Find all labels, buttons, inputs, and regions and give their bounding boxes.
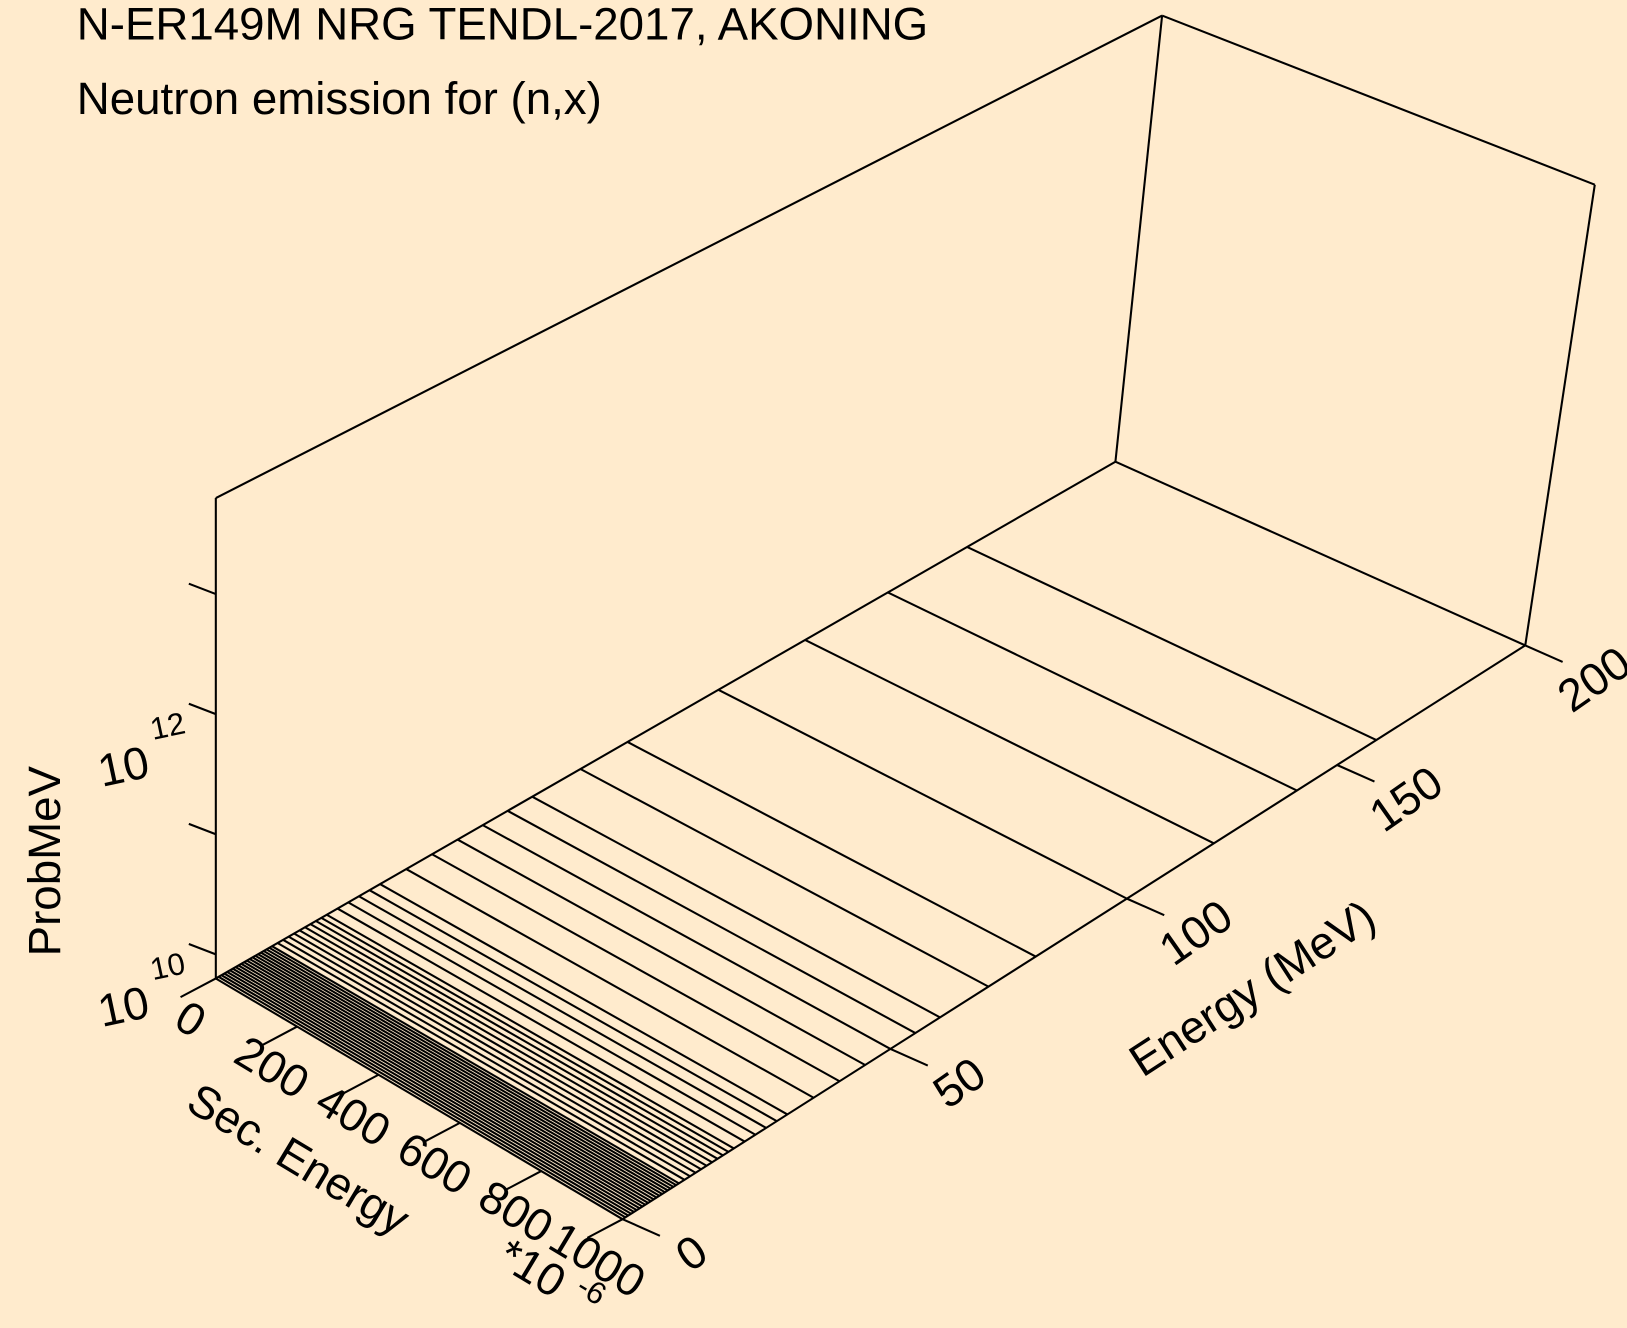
spectrum-line	[257, 953, 666, 1194]
spectrum-line	[531, 795, 941, 1019]
box-edge	[1524, 184, 1596, 646]
z-tick-exponent: 10	[147, 946, 188, 987]
spectrum-line	[717, 688, 1128, 900]
box-edge	[215, 460, 1116, 980]
spectrum-line	[271, 945, 680, 1185]
spectrum-line	[405, 868, 815, 1099]
y-tick	[1524, 644, 1564, 663]
spectrum-line	[309, 923, 719, 1160]
y-tick	[622, 1218, 661, 1237]
spectrum-line	[268, 946, 677, 1187]
spectrum-line	[265, 948, 674, 1188]
spectrum-line	[579, 768, 989, 988]
x-tick	[261, 1025, 298, 1047]
spectrum-line	[358, 895, 767, 1129]
spectrum-line	[282, 938, 691, 1178]
spectrum-line	[246, 959, 655, 1201]
spectrum-line	[320, 916, 729, 1153]
spectrum-line	[457, 838, 866, 1066]
x-tick	[586, 1218, 624, 1239]
spectrum-line	[251, 956, 660, 1197]
spectrum-line	[223, 972, 632, 1215]
box-edge	[1161, 14, 1596, 186]
spectrum-line	[304, 926, 713, 1164]
spectrum-line	[379, 883, 788, 1116]
z-tick-label: 10	[93, 977, 153, 1037]
z-tick	[188, 822, 217, 836]
spectrum-line	[229, 969, 638, 1212]
x-axis-line	[215, 977, 624, 1221]
spectrum-line	[288, 935, 697, 1174]
spectrum-line	[887, 591, 1298, 792]
spectrum-line	[507, 809, 916, 1034]
spectrum-line	[226, 971, 635, 1213]
spectrum-line	[254, 954, 663, 1195]
z-tick-label: 10	[93, 736, 153, 796]
x-tick	[342, 1073, 380, 1095]
spectrum-line	[299, 929, 708, 1167]
spectrum-line	[249, 958, 658, 1199]
spectrum-line	[347, 901, 756, 1136]
spectrum-line	[482, 824, 891, 1050]
spectrum-line	[260, 951, 669, 1192]
box-edge	[215, 14, 1163, 499]
spectrum-line	[337, 907, 746, 1143]
spectrum-line	[232, 967, 641, 1210]
spectrum-line	[804, 639, 1215, 845]
spectrum-line	[627, 741, 1037, 958]
spectrum-line	[220, 974, 629, 1217]
chart-subtitle: Neutron emission for (n,x)	[77, 73, 602, 124]
spectrum-line	[369, 889, 778, 1123]
spectrum-line	[263, 950, 672, 1190]
spectrum-line	[431, 853, 841, 1083]
spectrum-line	[218, 975, 626, 1219]
z-tick	[188, 702, 217, 716]
y-tick	[1336, 764, 1375, 783]
spectrum-line	[277, 942, 686, 1181]
z-axis-title: ProbMeV	[19, 766, 70, 957]
y-tick	[1126, 897, 1165, 917]
spectrum-line	[293, 932, 702, 1171]
z-tick	[188, 943, 217, 956]
z-tick	[188, 582, 217, 596]
x-tick	[180, 977, 217, 999]
spectrum-line	[966, 546, 1377, 741]
spectrum-line	[315, 920, 724, 1157]
z-tick-exponent: 12	[147, 705, 188, 746]
spectrum-line	[326, 913, 735, 1150]
chart-title: N-ER149M NRG TENDL-2017, AKONING	[77, 0, 928, 49]
spectrum-line	[235, 966, 643, 1208]
y-tick	[890, 1047, 929, 1067]
box-edge	[1114, 460, 1526, 647]
spectrum-line	[240, 962, 649, 1204]
x-tick	[505, 1170, 542, 1191]
box-edge	[1114, 15, 1164, 462]
y-axis-line	[622, 644, 1526, 1221]
x-tick	[424, 1121, 461, 1143]
spectrum-line	[243, 961, 652, 1203]
spectrum-line	[237, 964, 646, 1206]
